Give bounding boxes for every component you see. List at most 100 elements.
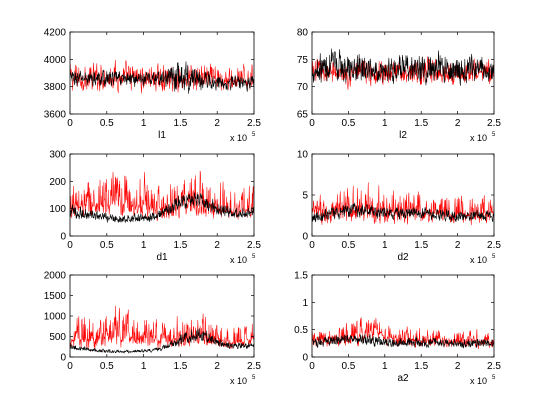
axes-frame: [311, 31, 495, 115]
x-tick-label: 0.5: [100, 240, 114, 251]
y-tick-label: 200: [49, 177, 66, 188]
series-trace-black: [70, 61, 254, 94]
y-tick-label: 4000: [44, 55, 67, 66]
x-tick-label: 2: [455, 118, 461, 129]
x-scale-multiplier: x 10: [230, 133, 247, 143]
x-tick-label: 0: [309, 361, 315, 372]
subplot-5: 0 0.5 1 1.5 2 2.5 0 500 1000 1500 2000 x 10 5: [44, 271, 262, 387]
x-axis-label: d2: [397, 252, 409, 263]
x-tick-label: 2: [214, 240, 220, 251]
x-scale-exponent: 5: [252, 132, 256, 138]
subplot-3: 0 0.5 1 1.5 2 2.5 0 100 200 300 d1 x 10 5: [49, 150, 261, 266]
series-trace-black: [312, 202, 494, 223]
x-axis-label: l2: [399, 130, 407, 141]
x-tick-label: 1: [141, 118, 147, 129]
x-tick-label: 2.5: [487, 118, 501, 129]
x-tick-label: 1.5: [414, 240, 428, 251]
y-tick-label: 75: [297, 55, 309, 66]
plot-area: [312, 48, 494, 90]
x-tick-label: 0: [67, 240, 73, 251]
y-tick-label: 1.5: [294, 271, 308, 282]
y-tick-label: 65: [297, 110, 309, 121]
x-tick-label: 0: [67, 361, 73, 372]
plot-area: [70, 305, 254, 354]
y-tick-label: 1500: [44, 291, 67, 302]
subplot-2: 0 0.5 1 1.5 2 2.5 65 70 75 80 l2 x 10 5: [297, 28, 502, 144]
y-tick-label: 70: [297, 82, 309, 93]
x-tick-label: 1: [382, 118, 388, 129]
plot-area: [312, 317, 494, 350]
y-tick-label: 2000: [44, 271, 67, 282]
x-scale-multiplier: x 10: [470, 376, 487, 386]
y-tick-label: 1: [302, 298, 308, 309]
x-tick-label: 1: [382, 240, 388, 251]
x-scale-exponent: 5: [492, 132, 496, 138]
y-tick-label: 0: [302, 353, 308, 364]
series-trace-black: [70, 328, 254, 354]
axes-frame: [69, 31, 255, 115]
x-scale-exponent: 5: [252, 254, 256, 260]
plot-area: [70, 59, 254, 94]
x-tick-label: 2.5: [247, 240, 261, 251]
subplot-1: 0 0.5 1 1.5 2 2.5 3600 3800 4000 4200 l1 x 10 5: [44, 28, 262, 144]
y-tick-label: 4200: [44, 28, 67, 39]
y-tick-label: 100: [49, 204, 66, 215]
x-tick-label: 0.5: [341, 361, 355, 372]
y-tick-label: 3800: [44, 82, 67, 93]
series-trace-black: [312, 48, 494, 86]
y-tick-label: 0: [302, 232, 308, 243]
plot-area: [70, 170, 254, 223]
y-tick-label: 500: [49, 332, 66, 343]
x-tick-label: 0.5: [100, 361, 114, 372]
x-tick-label: 2.5: [487, 361, 501, 372]
x-tick-label: 0: [309, 118, 315, 129]
y-tick-label: 0: [60, 353, 66, 364]
x-scale-exponent: 5: [492, 375, 496, 381]
x-tick-label: 2: [214, 118, 220, 129]
x-tick-label: 1: [382, 361, 388, 372]
axes-frame: [311, 274, 495, 358]
y-tick-label: 300: [49, 150, 66, 161]
x-scale-multiplier: x 10: [470, 255, 487, 265]
x-tick-label: 1.5: [173, 361, 187, 372]
x-tick-label: 0.5: [341, 240, 355, 251]
y-tick-label: 1000: [44, 312, 67, 323]
x-tick-label: 1.5: [173, 240, 187, 251]
x-tick-label: 2: [455, 240, 461, 251]
x-tick-label: 0: [67, 118, 73, 129]
x-axis-label: d1: [156, 252, 168, 263]
y-tick-label: 3600: [44, 110, 67, 121]
x-tick-label: 1.5: [414, 118, 428, 129]
subplot-4: 0 0.5 1 1.5 2 2.5 0 5 10 d2 x 10 5: [297, 150, 502, 266]
x-tick-label: 0: [309, 240, 315, 251]
subplot-6: 0 0.5 1 1.5 2 2.5 0 0.5 1 1.5 a2 x 10 5: [294, 271, 501, 387]
x-tick-label: 0.5: [341, 118, 355, 129]
x-axis-label: a2: [397, 373, 409, 384]
x-tick-label: 1.5: [173, 118, 187, 129]
plot-area: [312, 182, 494, 226]
x-tick-label: 1: [141, 240, 147, 251]
axes-frame: [69, 153, 255, 237]
series-trace-black: [312, 333, 494, 349]
x-tick-label: 2.5: [247, 118, 261, 129]
y-tick-label: 5: [302, 191, 308, 202]
x-tick-label: 2: [214, 361, 220, 372]
x-axis-label: l1: [158, 130, 166, 141]
x-scale-multiplier: x 10: [470, 133, 487, 143]
y-tick-label: 0.5: [294, 325, 308, 336]
x-scale-multiplier: x 10: [230, 376, 247, 386]
x-scale-multiplier: x 10: [230, 255, 247, 265]
x-tick-label: 1.5: [414, 361, 428, 372]
x-tick-label: 2: [455, 361, 461, 372]
series-trace-black: [70, 192, 254, 223]
y-tick-label: 80: [297, 28, 309, 39]
x-scale-exponent: 5: [252, 375, 256, 381]
y-tick-label: 0: [60, 232, 66, 243]
x-tick-label: 2.5: [247, 361, 261, 372]
x-scale-exponent: 5: [492, 254, 496, 260]
x-tick-label: 1: [141, 361, 147, 372]
y-tick-label: 10: [297, 150, 309, 161]
x-tick-label: 2.5: [487, 240, 501, 251]
x-tick-label: 0.5: [100, 118, 114, 129]
